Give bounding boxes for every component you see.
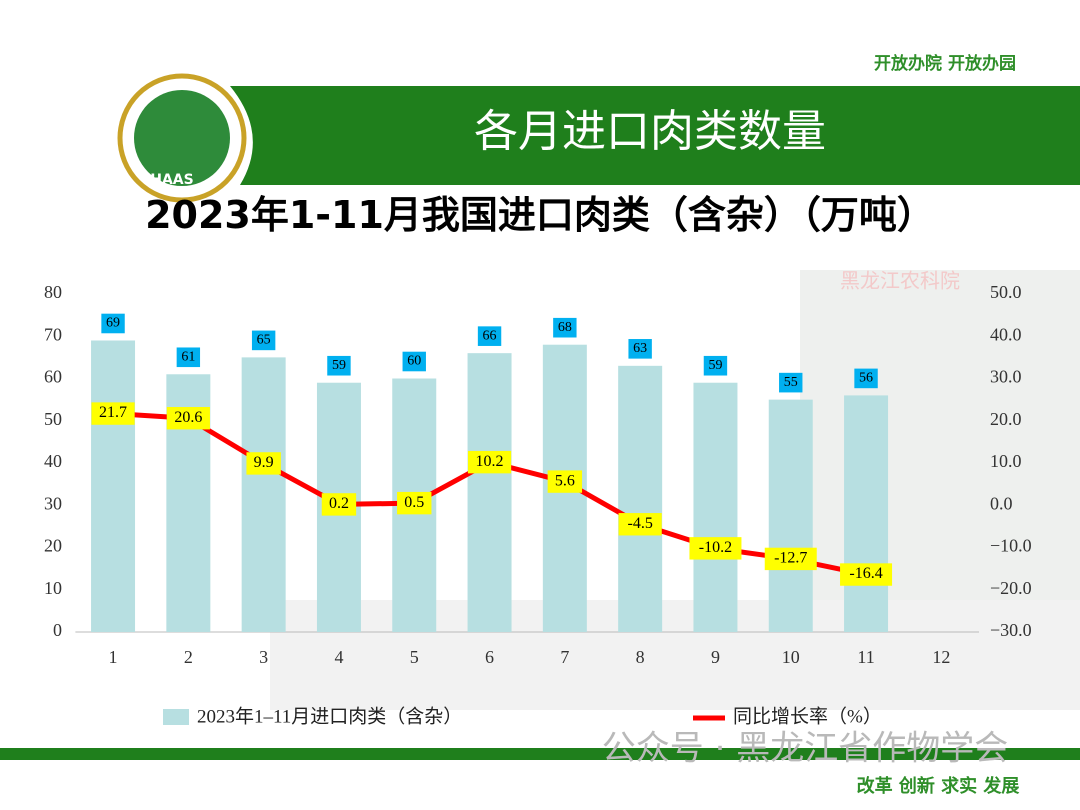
bar (618, 365, 663, 632)
bar-label: 55 (784, 375, 798, 390)
bar-label: 59 (332, 358, 346, 373)
bar-label: 56 (859, 371, 873, 386)
bar (693, 382, 738, 632)
y2-tick-label: 50.0 (990, 282, 1022, 302)
y2-tick-label: 20.0 (990, 409, 1022, 429)
line-label: -10.2 (699, 539, 732, 556)
building-sign: 黑龙江农科院 (840, 269, 960, 293)
bar-label-bg (101, 313, 125, 334)
x-tick-label: 4 (334, 647, 343, 667)
bar (91, 340, 136, 632)
y2-tick-label: −20.0 (990, 578, 1032, 598)
y2-tick-label: 40.0 (990, 324, 1022, 344)
line-label: 20.6 (174, 409, 202, 426)
bar-label-bg (327, 355, 351, 376)
y-tick-label: 30 (44, 493, 62, 513)
line-label: -12.7 (774, 550, 807, 567)
bar-label-bg (553, 317, 577, 338)
line-label-bg (91, 402, 135, 425)
bar-label-bg (402, 351, 426, 372)
line-label-bg (547, 470, 583, 493)
legend-label: 2023年1–11月进口肉类（含杂） (197, 705, 462, 727)
bar (241, 357, 286, 632)
title-band (230, 86, 1080, 185)
y2-tick-label: −30.0 (990, 620, 1032, 640)
bar-label: 63 (633, 341, 647, 356)
y-tick-label: 50 (44, 409, 62, 429)
chart-title: 2023年1-11月我国进口肉类（含杂）（万吨） (145, 193, 935, 237)
x-tick-label: 11 (857, 647, 874, 667)
y2-tick-label: 30.0 (990, 367, 1022, 387)
x-tick-label: 8 (636, 647, 645, 667)
line-label-bg (467, 450, 512, 474)
slide-title: 各月进口肉类数量 (474, 106, 826, 157)
line-label-bg (689, 537, 742, 560)
legend-label: 同比增长率（%） (733, 705, 882, 727)
x-tick-label: 9 (711, 647, 720, 667)
line-label-bg (618, 513, 662, 536)
slogan-bottom: 改革 创新 求实 发展 (857, 775, 1021, 797)
watermark: 公众号 · 黑龙江省作物学会 (602, 729, 1008, 769)
y-tick-label: 40 (44, 451, 62, 471)
y-tick-label: 10 (44, 578, 62, 598)
y2-tick-label: 10.0 (990, 451, 1022, 471)
bar (844, 395, 889, 632)
bar-label: 61 (181, 349, 195, 364)
bar-label-bg (251, 330, 276, 351)
line-label-bg (397, 491, 432, 515)
background-ground (270, 600, 1080, 710)
logo-inner (134, 90, 230, 186)
y-tick-label: 0 (53, 620, 62, 640)
line-label: 0.5 (404, 494, 424, 511)
y-tick-label: 70 (44, 324, 62, 344)
line-label-bg (166, 407, 210, 430)
y-tick-label: 20 (44, 536, 62, 556)
bottom-band (0, 748, 1080, 760)
line-label: 21.7 (99, 404, 127, 421)
line-label: 0.2 (329, 495, 349, 512)
y-tick-label: 60 (44, 367, 62, 387)
x-tick-label: 12 (932, 647, 950, 667)
x-tick-label: 1 (109, 647, 118, 667)
y2-tick-label: −10.0 (990, 536, 1032, 556)
bar-label-bg (703, 355, 728, 376)
line-label-bg (246, 452, 281, 475)
line-label: -4.5 (627, 515, 652, 532)
x-tick-label: 10 (782, 647, 800, 667)
line-label-bg (840, 563, 893, 586)
line-label: -16.4 (849, 565, 882, 582)
bar-label-bg (477, 326, 502, 346)
y-tick-label: 80 (44, 282, 62, 302)
line-label-bg (321, 493, 357, 516)
line-label: 9.9 (254, 454, 274, 471)
bar-label-bg (628, 339, 652, 359)
bar-label-bg (779, 372, 803, 393)
x-tick-label: 7 (560, 647, 569, 667)
slogan-top: 开放办院 开放办园 (874, 53, 1016, 74)
bar (768, 399, 813, 632)
bar-label-bg (854, 368, 878, 389)
x-tick-label: 6 (485, 647, 494, 667)
line-label: 10.2 (476, 453, 504, 470)
bar-label: 66 (483, 328, 497, 343)
bar-label: 69 (106, 316, 120, 331)
bar-label: 65 (257, 333, 271, 348)
line-label: 5.6 (555, 472, 575, 489)
bar-label: 60 (407, 354, 421, 369)
y2-tick-label: 0.0 (990, 493, 1013, 513)
bar-label: 68 (558, 320, 572, 335)
bar-label: 59 (708, 358, 722, 373)
x-tick-label: 2 (184, 647, 193, 667)
legend-swatch (163, 709, 189, 725)
x-tick-label: 3 (259, 647, 268, 667)
line-label-bg (764, 547, 817, 571)
x-tick-label: 5 (410, 647, 419, 667)
bar (467, 353, 512, 632)
bar-label-bg (176, 347, 201, 368)
logo-text: HAAS (150, 172, 193, 188)
